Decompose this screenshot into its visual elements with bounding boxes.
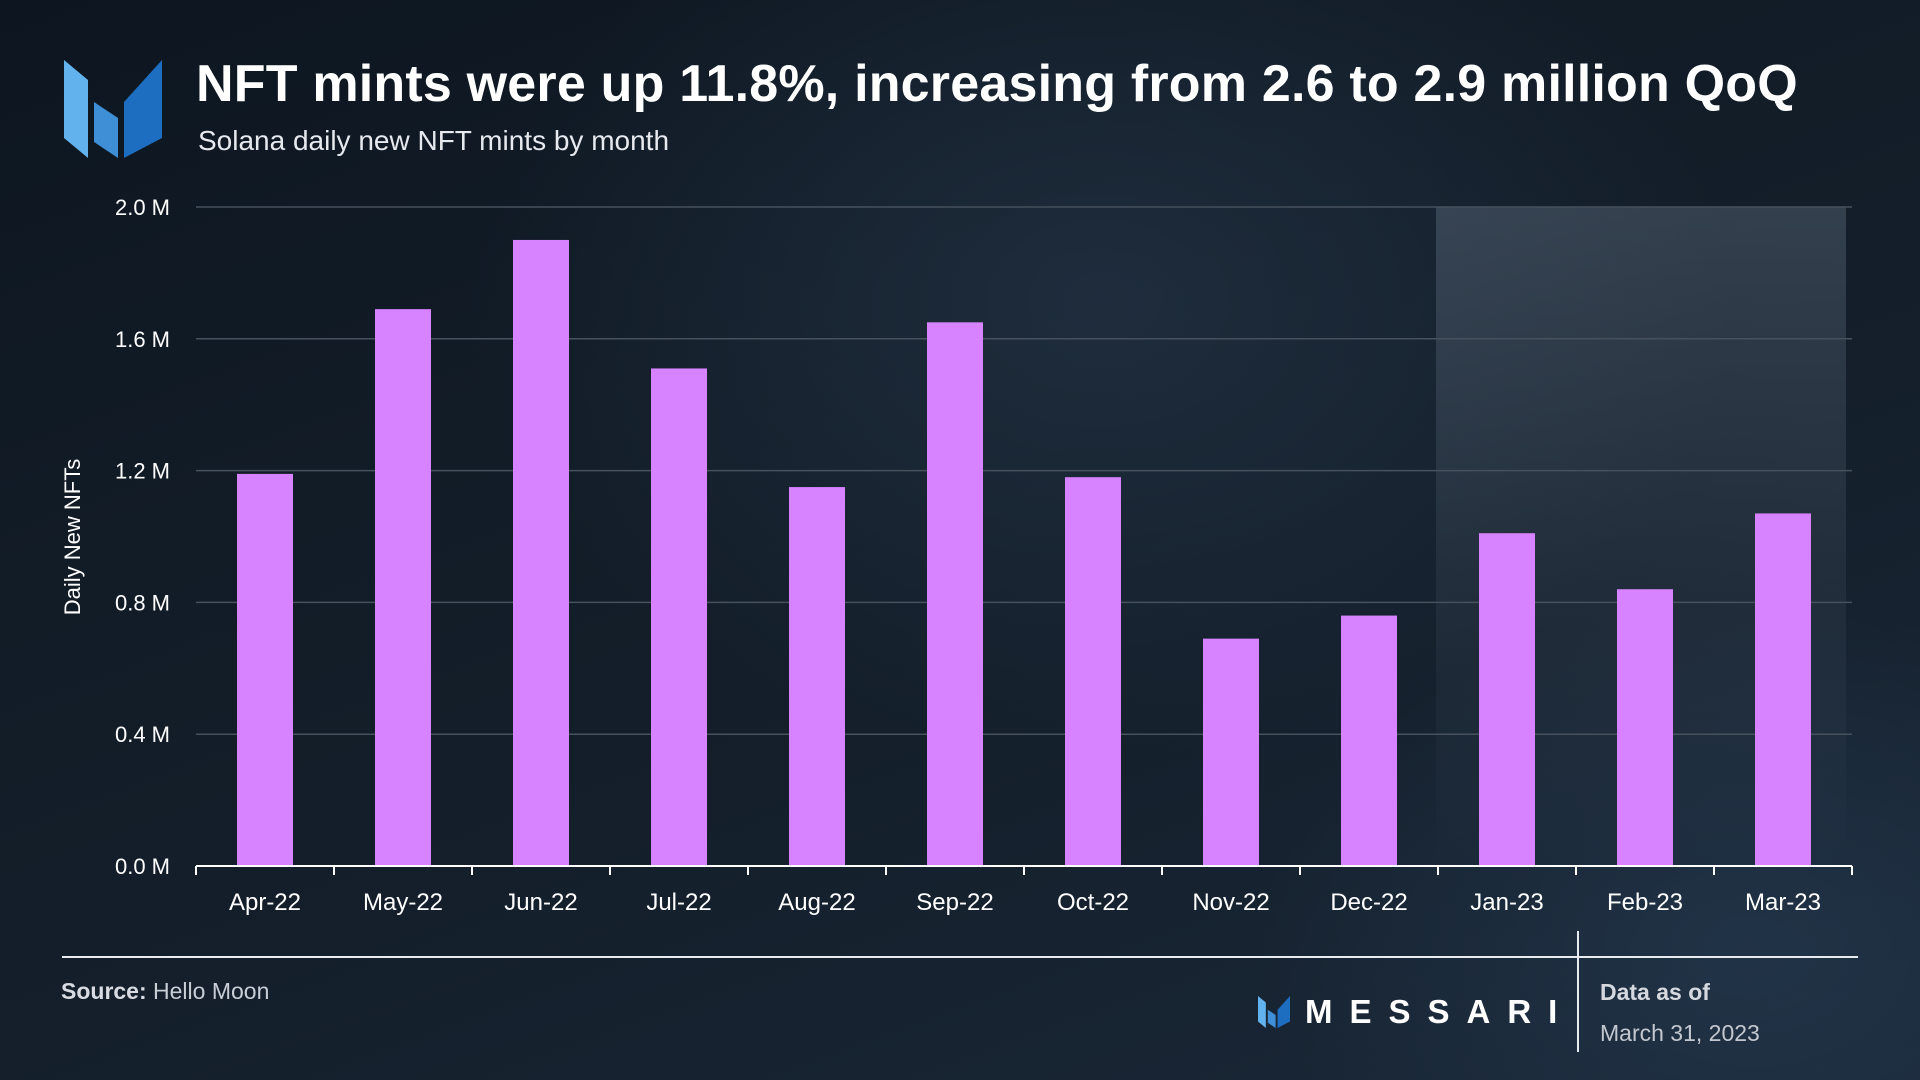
footer-vertical-divider: [1577, 931, 1579, 1052]
y-tick-label: 1.6 M: [115, 327, 170, 352]
bar-jul-22: [651, 368, 707, 866]
bar-jun-22: [513, 239, 569, 866]
x-tick-label: Apr-22: [229, 889, 301, 916]
x-tick-label: Jul-22: [646, 889, 711, 916]
chart-subtitle: Solana daily new NFT mints by month: [198, 125, 670, 156]
logo-middle-bar: [94, 102, 118, 158]
logo-right-bar: [124, 60, 162, 158]
source-note: Source: Hello Moon: [61, 978, 269, 1005]
x-tick-label: Dec-22: [1330, 889, 1407, 916]
messari-logo-icon: [64, 60, 162, 158]
bar-may-22: [375, 309, 431, 866]
y-tick-label: 0.0 M: [115, 854, 170, 879]
x-tick-label: Jan-23: [1470, 889, 1543, 916]
brand-name: MESSARI: [1305, 993, 1575, 1030]
source-value: Hello Moon: [153, 978, 270, 1004]
bar-aug-22: [789, 487, 845, 866]
y-tick-label: 2.0 M: [115, 195, 170, 220]
x-tick-label: Mar-23: [1745, 889, 1821, 916]
bar-mar-23: [1755, 513, 1811, 866]
bar-jan-23: [1479, 533, 1535, 866]
grid-lines: [196, 206, 1852, 735]
y-tick-label: 0.4 M: [115, 722, 170, 747]
x-tick-label: Feb-23: [1607, 889, 1683, 916]
y-tick-labels: 0.0 M 0.4 M 0.8 M 1.2 M 1.6 M 2.0 M: [115, 195, 170, 879]
y-axis-title: Daily New NFTs: [60, 459, 85, 615]
bar-nov-22: [1203, 638, 1259, 866]
data-as-of-label: Data as of: [1600, 979, 1710, 1005]
x-tick-label: Jun-22: [504, 889, 577, 916]
bar-feb-23: [1617, 589, 1673, 866]
bar-dec-22: [1341, 615, 1397, 866]
footer-divider: [62, 956, 1858, 958]
brand-wordmark: MESSARI: [1257, 993, 1574, 1031]
data-as-of-date: March 31, 2023: [1600, 1020, 1760, 1046]
bar-sep-22: [927, 322, 983, 866]
logo-left-bar: [64, 60, 88, 158]
chart-title: NFT mints were up 11.8%, increasing from…: [196, 55, 1798, 113]
x-tick-label: Oct-22: [1057, 889, 1129, 916]
bars: [237, 239, 1811, 866]
x-tick-label: May-22: [363, 889, 443, 916]
source-label: Source:: [61, 978, 147, 1004]
x-axis: [195, 865, 1853, 875]
x-tick-labels: Apr-22 May-22 Jun-22 Jul-22 Aug-22 Sep-22 Oct-…: [229, 889, 1821, 916]
x-tick-label: Nov-22: [1192, 889, 1269, 916]
messari-small-logo-icon: [1258, 996, 1290, 1028]
bar-apr-22: [237, 473, 293, 866]
x-tick-label: Sep-22: [916, 889, 993, 916]
y-tick-label: 0.8 M: [115, 590, 170, 615]
bar-oct-22: [1065, 477, 1121, 866]
y-tick-label: 1.2 M: [115, 459, 170, 484]
x-tick-label: Aug-22: [778, 889, 855, 916]
